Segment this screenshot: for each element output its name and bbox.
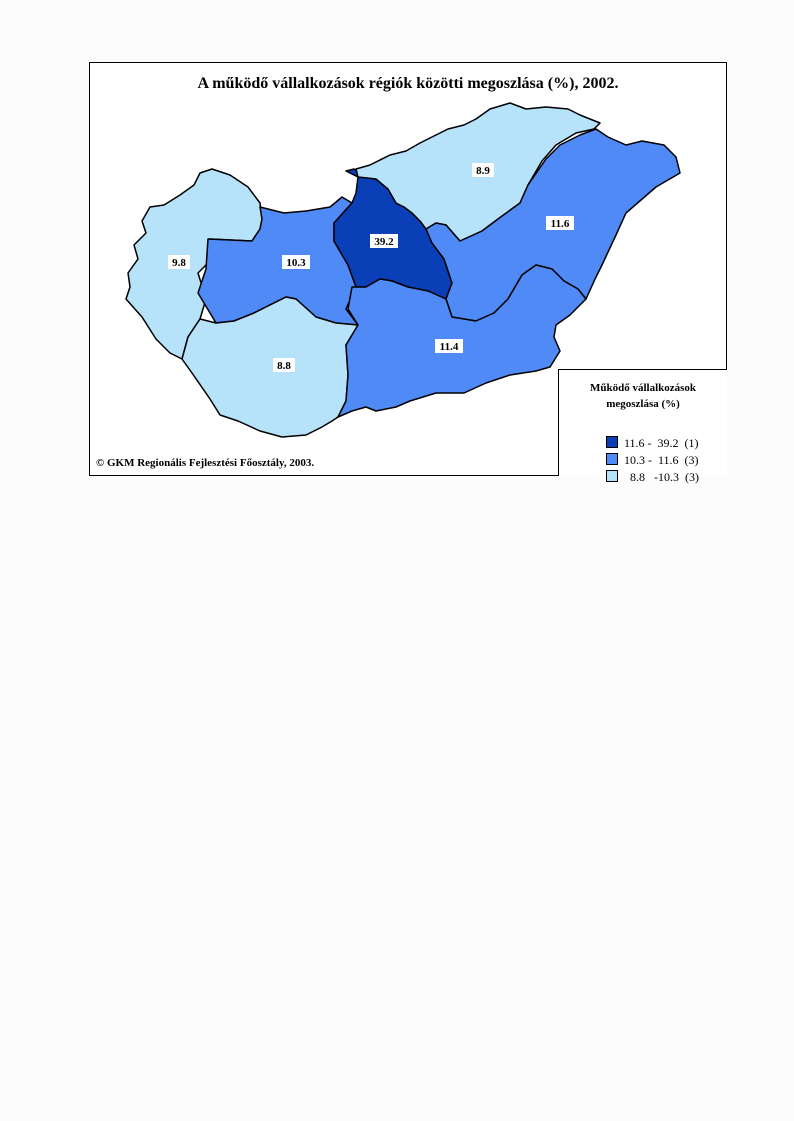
value-text-nyugat-dunantul: 9.8 xyxy=(172,257,186,269)
legend-swatch-medium xyxy=(606,453,618,465)
value-label-kozep-magyarorszag: 39.2 xyxy=(370,234,398,248)
value-label-eszak-magyarorszag: 8.9 xyxy=(472,163,494,177)
region-del-dunantul xyxy=(181,296,359,438)
legend-swatch-dark xyxy=(606,436,618,448)
legend-label-medium: 10.3 - 11.6 (3) xyxy=(624,453,699,467)
map-credit: © GKM Regionális Fejlesztési Főosztály, … xyxy=(96,457,315,469)
map-canvas: 39.2 11.6 11.4 10.3 9.8 8.9 8.8 xyxy=(125,102,681,438)
legend-swatch-light xyxy=(606,470,618,482)
value-text-eszak-magyarorszag: 8.9 xyxy=(476,165,490,177)
value-text-eszak-alfold: 11.6 xyxy=(551,218,570,230)
value-text-kozep-magyarorszag: 39.2 xyxy=(374,236,394,248)
legend-label-dark: 11.6 - 39.2 (1) xyxy=(624,436,699,450)
legend-item-medium: 10.3 - 11.6 (3) xyxy=(588,439,699,467)
map-legend: Működő vállalkozások megoszlása (%) 11.6… xyxy=(558,369,727,484)
legend-item-dark: 11.6 - 39.2 (1) xyxy=(588,422,699,450)
legend-title: Működő vállalkozások megoszlása (%) xyxy=(559,380,727,412)
legend-label-light: 8.8 -10.3 (3) xyxy=(624,470,699,484)
legend-title-line2: megoszlása (%) xyxy=(606,398,680,410)
value-label-kozep-dunantul: 10.3 xyxy=(282,255,310,269)
map-title: A működő vállalkozások régiók közötti me… xyxy=(197,75,619,92)
value-text-del-alfold: 11.4 xyxy=(440,341,459,353)
value-text-kozep-dunantul: 10.3 xyxy=(286,257,306,269)
map-frame: A működő vállalkozások régiók közötti me… xyxy=(89,62,727,484)
value-label-eszak-alfold: 11.6 xyxy=(546,216,574,230)
value-text-del-dunantul: 8.8 xyxy=(277,360,291,372)
value-label-del-dunantul: 8.8 xyxy=(273,358,295,372)
legend-item-light: 8.8 -10.3 (3) xyxy=(588,456,699,484)
legend-title-line1: Működő vállalkozások xyxy=(589,382,697,394)
value-label-del-alfold: 11.4 xyxy=(435,339,463,353)
value-label-nyugat-dunantul: 9.8 xyxy=(168,255,190,269)
